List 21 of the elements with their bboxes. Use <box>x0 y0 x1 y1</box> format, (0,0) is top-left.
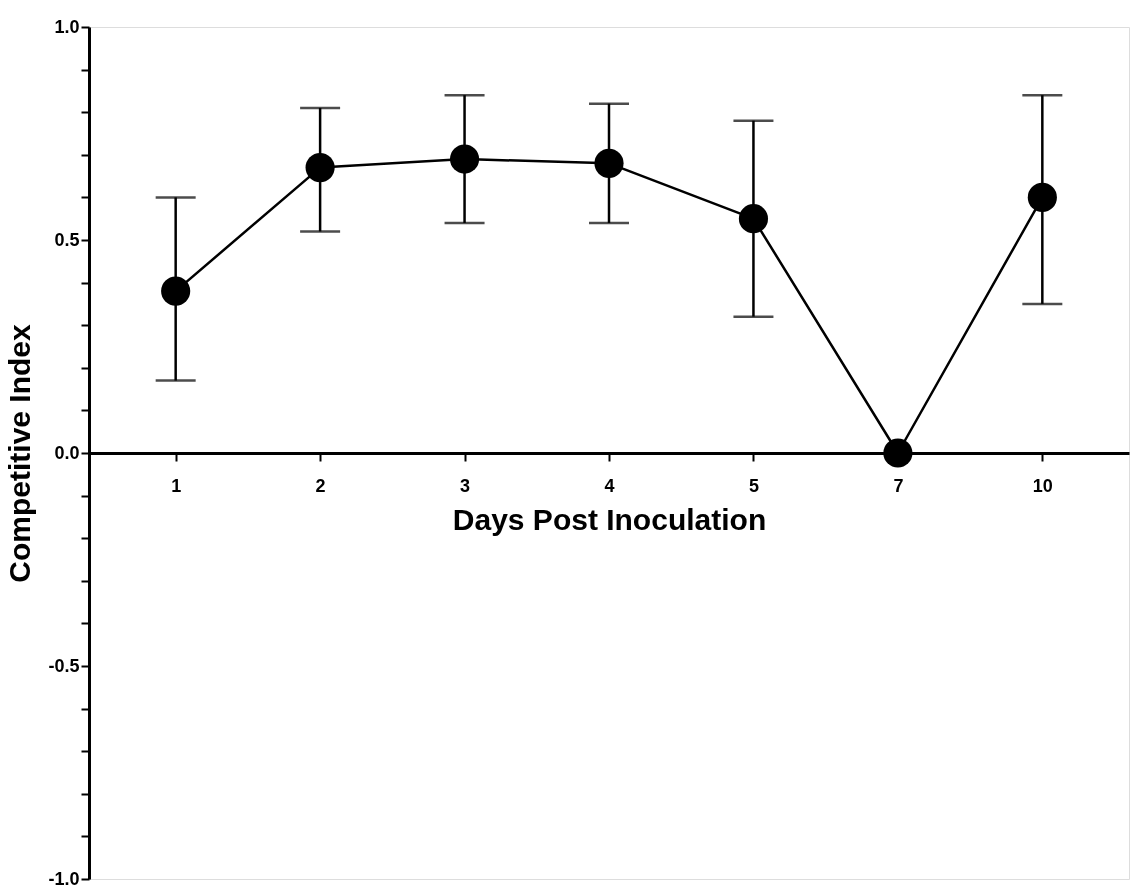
y-tick-label: 0.5 <box>54 229 80 250</box>
y-tick-label: 0.0 <box>54 442 80 463</box>
point <box>594 148 624 178</box>
point <box>883 438 913 468</box>
x-tick-label: 2 <box>315 475 326 496</box>
point <box>305 153 335 183</box>
x-tick-label: 1 <box>171 475 182 496</box>
x-axis-title: Days Post Inoculation <box>452 502 767 536</box>
x-tick-label: 7 <box>893 475 904 496</box>
point <box>1027 182 1057 212</box>
x-tick-label: 4 <box>604 475 615 496</box>
point <box>161 276 191 306</box>
y-axis-title: Competitive Index <box>3 324 37 583</box>
y-tick-label: -0.5 <box>48 655 80 676</box>
x-tick-label: 10 <box>1032 475 1053 496</box>
x-tick-label: 5 <box>748 475 759 496</box>
point <box>449 144 480 174</box>
x-tick-label: 3 <box>460 475 471 496</box>
y-tick-label: -1.0 <box>48 868 80 889</box>
point <box>738 204 769 234</box>
y-tick-label: 1.0 <box>54 16 80 37</box>
